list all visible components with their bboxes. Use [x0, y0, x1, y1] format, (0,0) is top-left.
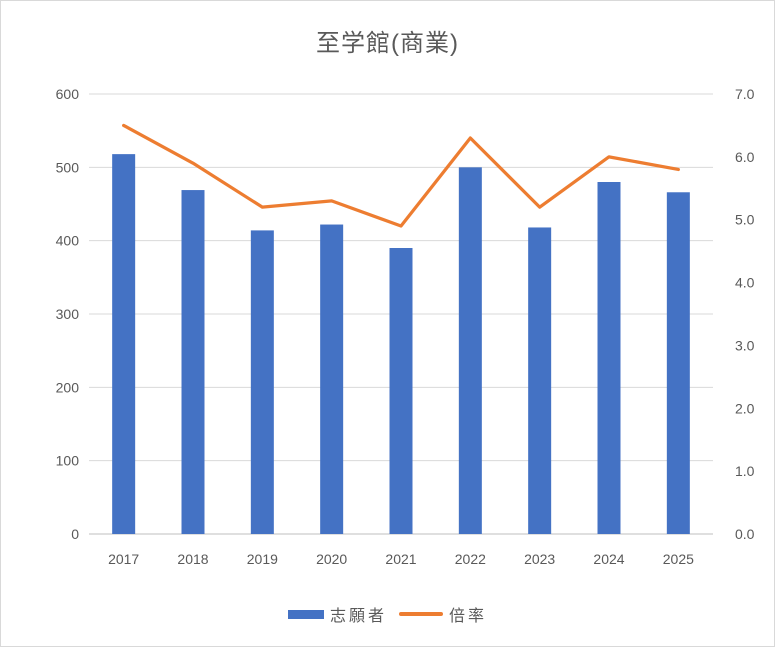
- y-axis-right-tick-label: 2.0: [735, 400, 755, 416]
- y-axis-left-tick-label: 0: [71, 526, 79, 542]
- bar-2018: [181, 190, 205, 535]
- y-axis-left-tick-label: 200: [56, 379, 80, 395]
- y-axis-left-tick-label: 100: [56, 453, 80, 469]
- x-axis-tick-label: 2023: [524, 551, 555, 567]
- y-axis-right-tick-label: 5.0: [735, 212, 755, 228]
- x-axis-tick-label: 2025: [663, 551, 694, 567]
- x-axis-tick-label: 2024: [593, 551, 624, 567]
- x-axis-tick-label: 2022: [455, 551, 486, 567]
- bar-2025: [666, 192, 690, 534]
- y-axis-left-tick-label: 300: [56, 306, 80, 322]
- legend-item-ratio: 倍率: [399, 602, 487, 626]
- legend-label-applicants: 志願者: [329, 608, 387, 625]
- y-axis-left-tick-label: 600: [56, 86, 80, 102]
- y-axis-left-tick-label: 500: [56, 159, 80, 175]
- bar-series-swatch-icon: [287, 609, 324, 619]
- legend-label-ratio: 倍率: [449, 608, 488, 625]
- y-axis-right-tick-label: 6.0: [735, 149, 755, 165]
- x-axis-tick-label: 2018: [177, 551, 208, 567]
- ratio-line: [122, 123, 680, 228]
- bar-2019: [250, 230, 274, 534]
- legend-item-applicants: 志願者: [287, 602, 387, 626]
- bar-2024: [597, 182, 621, 534]
- bar-2021: [389, 248, 413, 534]
- bar-2022: [458, 167, 482, 535]
- y-axis-right-tick-label: 0.0: [735, 526, 755, 542]
- x-axis-tick-label: 2020: [316, 551, 347, 567]
- bar-2020: [320, 224, 344, 535]
- chart-title: 至学館(商業): [316, 30, 459, 57]
- x-axis-tick-label: 2017: [108, 551, 139, 567]
- y-axis-right-tick-label: 4.0: [735, 275, 755, 291]
- y-axis-right-tick-label: 3.0: [735, 337, 755, 353]
- x-axis-tick-label: 2019: [247, 551, 278, 567]
- y-axis-right-tick-label: 7.0: [735, 86, 755, 102]
- legend: 志願者 倍率: [1, 602, 774, 626]
- y-axis-left-tick-label: 400: [56, 233, 80, 249]
- line-series-swatch-icon: [399, 612, 443, 616]
- bar-2023: [528, 227, 552, 534]
- y-axis-right-tick-label: 1.0: [735, 463, 755, 479]
- bar-2017: [112, 154, 136, 534]
- x-axis-tick-label: 2021: [385, 551, 416, 567]
